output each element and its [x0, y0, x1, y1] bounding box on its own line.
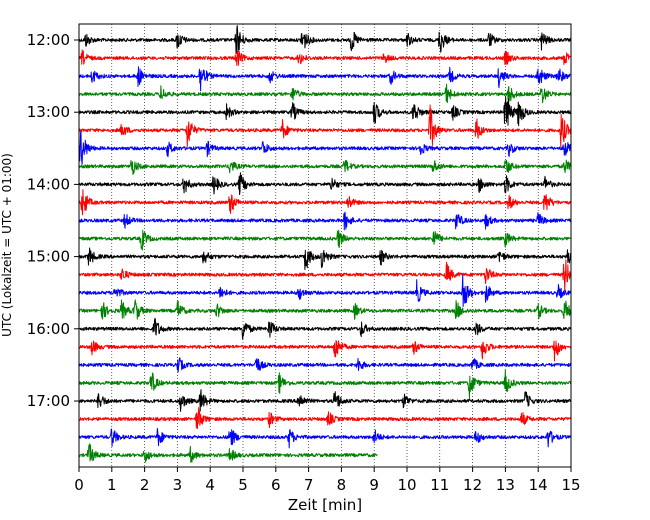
x-tick-label-0: 0 [74, 476, 84, 494]
trace-1300 [78, 96, 572, 127]
x-tick-label-12: 12 [463, 476, 482, 494]
plot-background [79, 24, 571, 467]
x-tick-label-8: 8 [337, 476, 347, 494]
trace-1445 [78, 229, 571, 251]
y-tick-label-16:00: 16:00 [27, 320, 70, 338]
trace-1215 [78, 49, 571, 66]
trace-1645 [78, 369, 572, 400]
x-tick-label-15: 15 [561, 476, 580, 494]
trace-1330 [78, 131, 572, 165]
trace-1615 [78, 340, 572, 362]
x-tick-label-3: 3 [173, 476, 183, 494]
y-tick-label-13:00: 13:00 [27, 103, 70, 121]
trace-1700 [78, 389, 571, 412]
x-tick-label-13: 13 [496, 476, 515, 494]
plot-frame [78, 23, 572, 468]
x-tick-label-1: 1 [107, 476, 117, 494]
trace-layer [78, 25, 572, 463]
trace-1245 [78, 83, 572, 104]
x-tick-label-6: 6 [271, 476, 281, 494]
x-tick-label-7: 7 [304, 476, 314, 494]
y-tick-label-17:00: 17:00 [27, 392, 70, 410]
y-tick-label-14:00: 14:00 [27, 175, 70, 193]
trace-1345 [78, 159, 572, 175]
trace-1730 [78, 427, 572, 449]
x-tick-label-10: 10 [397, 476, 416, 494]
trace-1500 [78, 247, 572, 271]
trace-1430 [78, 211, 572, 231]
trace-1515 [78, 259, 572, 292]
trace-1715 [78, 407, 572, 429]
trace-1630 [78, 357, 572, 373]
y-axis: 12:00 13:00 14:00 15:00 16:00 17:00 [27, 31, 79, 410]
trace-1230 [78, 66, 571, 92]
x-tick-label-4: 4 [205, 476, 215, 494]
trace-1530 [78, 274, 572, 307]
trace-1745 [78, 443, 378, 463]
grid-lines [111, 24, 539, 467]
trace-1200 [78, 25, 572, 54]
y-tick-label-15:00: 15:00 [27, 248, 70, 266]
trace-1315 [78, 104, 572, 148]
y-tick-label-12:00: 12:00 [27, 31, 70, 49]
x-tick-label-14: 14 [529, 476, 548, 494]
trace-1400 [78, 172, 572, 196]
x-tick-label-9: 9 [369, 476, 379, 494]
x-axis-label: Zeit [min] [288, 496, 362, 514]
x-axis: 0 1 2 3 4 5 6 7 8 9 10 11 12 13 14 15 [74, 467, 581, 494]
trace-1415 [78, 189, 572, 216]
trace-1600 [78, 317, 572, 340]
x-tick-label-11: 11 [430, 476, 449, 494]
x-tick-label-2: 2 [140, 476, 150, 494]
trace-1545 [78, 299, 572, 320]
x-tick-label-5: 5 [238, 476, 248, 494]
y-axis-label: UTC (Lokalzeit = UTC + 01:00) [0, 153, 14, 337]
